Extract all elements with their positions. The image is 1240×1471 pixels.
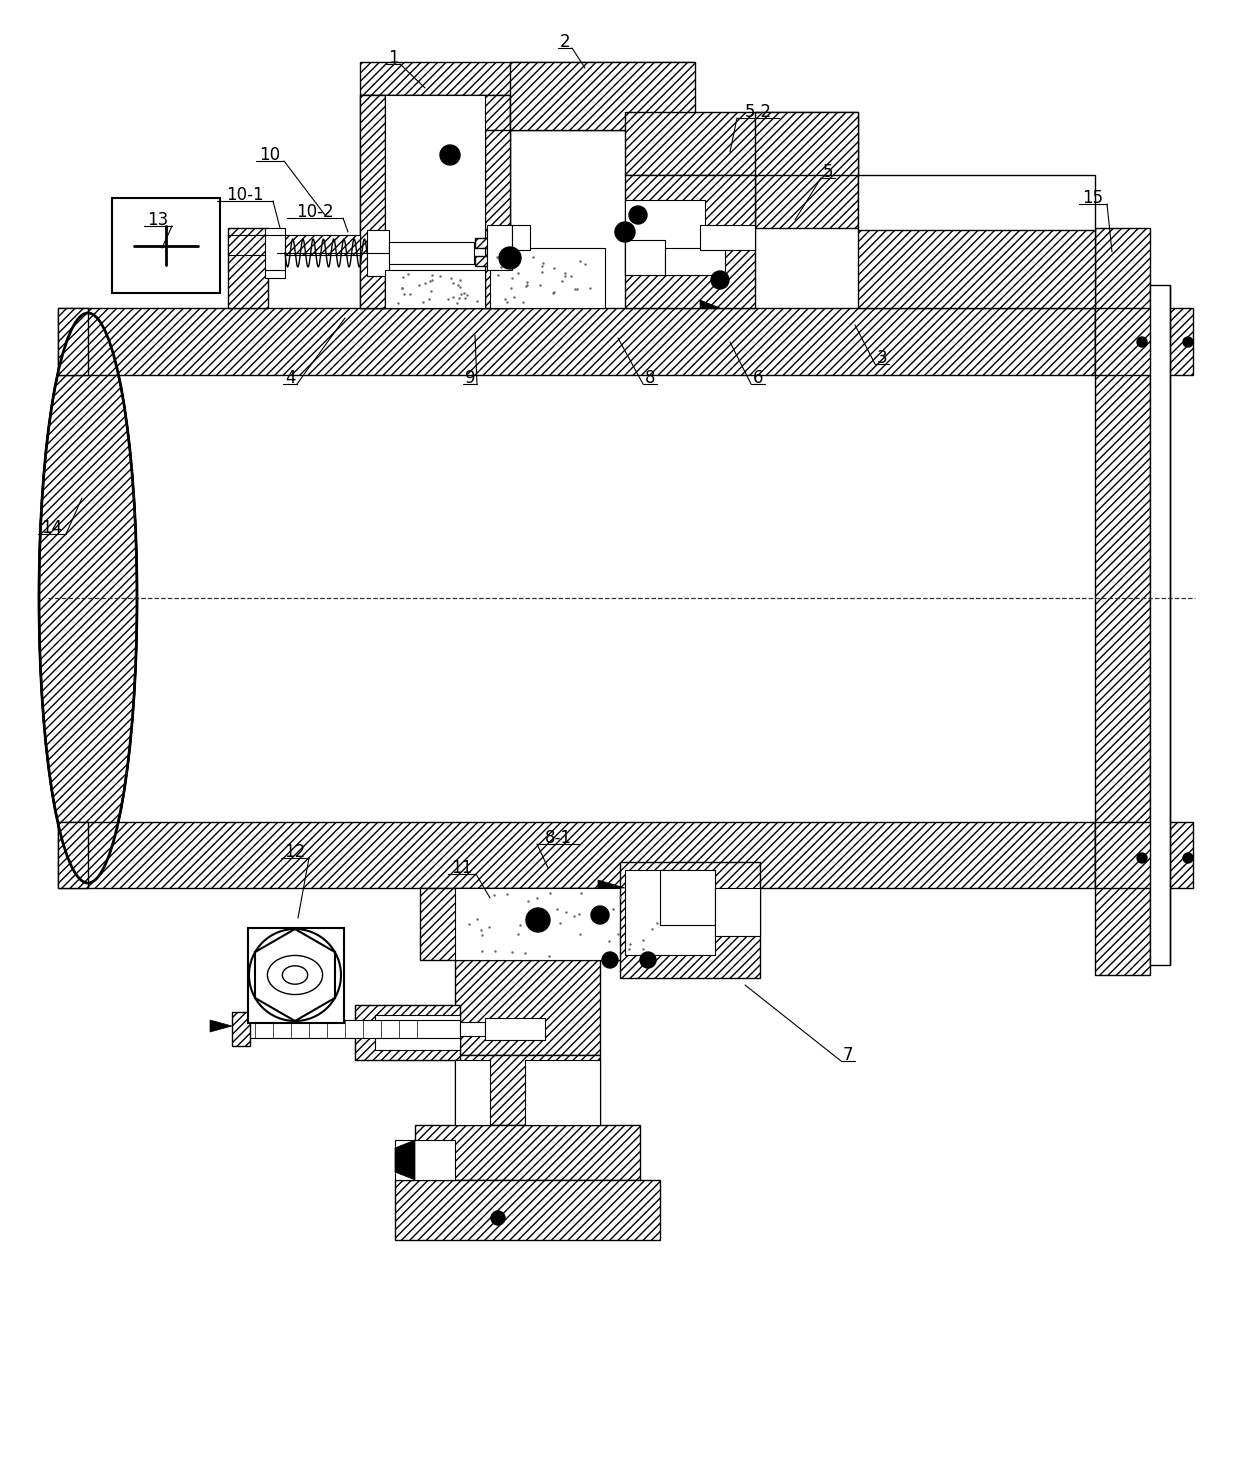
Text: 13: 13 bbox=[148, 210, 169, 229]
Bar bbox=[858, 175, 1095, 229]
Bar bbox=[355, 1005, 460, 1061]
Bar bbox=[420, 888, 635, 961]
Bar bbox=[384, 271, 485, 307]
Bar bbox=[485, 129, 510, 307]
Bar bbox=[660, 869, 715, 925]
Bar bbox=[374, 1015, 460, 1050]
Bar bbox=[228, 235, 360, 254]
Bar bbox=[455, 961, 600, 1055]
Bar bbox=[265, 228, 285, 278]
Bar bbox=[1095, 307, 1193, 375]
Bar bbox=[396, 1140, 455, 1180]
Bar bbox=[248, 1019, 460, 1039]
Bar bbox=[389, 243, 474, 263]
Bar bbox=[512, 225, 529, 250]
Circle shape bbox=[249, 930, 341, 1021]
Circle shape bbox=[591, 906, 609, 924]
Circle shape bbox=[1183, 337, 1193, 347]
Bar bbox=[701, 225, 755, 250]
Circle shape bbox=[1137, 337, 1147, 347]
Text: 11: 11 bbox=[451, 859, 472, 877]
Polygon shape bbox=[598, 880, 625, 888]
Bar bbox=[625, 869, 715, 955]
Polygon shape bbox=[701, 300, 720, 307]
Text: 8: 8 bbox=[645, 369, 655, 387]
Polygon shape bbox=[625, 112, 858, 228]
Circle shape bbox=[1183, 853, 1193, 863]
Bar bbox=[1095, 228, 1149, 975]
Bar bbox=[228, 228, 268, 307]
Bar bbox=[355, 1005, 460, 1061]
Bar bbox=[415, 1125, 640, 1180]
Circle shape bbox=[526, 908, 551, 933]
Text: 3: 3 bbox=[877, 349, 888, 366]
Bar bbox=[485, 1018, 546, 1040]
Bar bbox=[360, 96, 384, 307]
Polygon shape bbox=[475, 238, 490, 249]
Bar bbox=[858, 228, 1095, 307]
Text: 12: 12 bbox=[284, 843, 305, 861]
Text: 10-1: 10-1 bbox=[226, 185, 264, 204]
Circle shape bbox=[498, 247, 521, 269]
Bar bbox=[384, 96, 485, 307]
Circle shape bbox=[601, 952, 618, 968]
Bar bbox=[232, 1012, 250, 1046]
Ellipse shape bbox=[283, 966, 308, 984]
Circle shape bbox=[629, 206, 647, 224]
Circle shape bbox=[1137, 853, 1147, 863]
Bar bbox=[248, 928, 343, 1022]
Bar bbox=[665, 249, 725, 275]
Bar bbox=[525, 1061, 600, 1125]
Polygon shape bbox=[620, 862, 760, 978]
Text: 5-2: 5-2 bbox=[744, 103, 771, 121]
Bar bbox=[490, 249, 605, 307]
Bar bbox=[1095, 822, 1193, 888]
Text: 9: 9 bbox=[465, 369, 475, 387]
Bar bbox=[460, 1022, 485, 1036]
Bar bbox=[455, 1055, 600, 1125]
Bar bbox=[112, 199, 219, 293]
Circle shape bbox=[615, 222, 635, 243]
Text: 7: 7 bbox=[843, 1046, 853, 1064]
Bar bbox=[58, 307, 1095, 375]
Bar bbox=[367, 229, 389, 277]
Text: 4: 4 bbox=[285, 369, 295, 387]
Bar bbox=[715, 888, 760, 936]
Bar bbox=[58, 822, 88, 888]
Polygon shape bbox=[396, 1140, 415, 1180]
Text: 8-1: 8-1 bbox=[544, 830, 572, 847]
Text: 2: 2 bbox=[559, 32, 570, 51]
Text: 15: 15 bbox=[1083, 188, 1104, 207]
Bar bbox=[625, 240, 665, 275]
Bar bbox=[58, 307, 88, 375]
Bar bbox=[396, 1180, 660, 1240]
Ellipse shape bbox=[38, 313, 136, 883]
Text: 10: 10 bbox=[259, 146, 280, 163]
Polygon shape bbox=[625, 175, 755, 307]
Ellipse shape bbox=[268, 956, 322, 994]
Text: 6: 6 bbox=[753, 369, 764, 387]
Polygon shape bbox=[360, 62, 692, 129]
Circle shape bbox=[640, 952, 656, 968]
Polygon shape bbox=[755, 112, 858, 175]
Bar bbox=[455, 1061, 490, 1125]
Polygon shape bbox=[360, 96, 510, 307]
Ellipse shape bbox=[38, 313, 136, 883]
Bar bbox=[58, 822, 1095, 888]
Circle shape bbox=[440, 146, 460, 165]
Text: 14: 14 bbox=[41, 519, 62, 537]
Polygon shape bbox=[475, 256, 490, 266]
Text: 5: 5 bbox=[823, 163, 833, 181]
Text: 10-2: 10-2 bbox=[296, 203, 334, 221]
Circle shape bbox=[491, 1211, 505, 1225]
Bar bbox=[1149, 285, 1171, 965]
Circle shape bbox=[711, 271, 729, 288]
Polygon shape bbox=[210, 1019, 232, 1033]
Bar bbox=[487, 225, 512, 271]
Bar bbox=[625, 200, 706, 275]
Text: 1: 1 bbox=[388, 49, 398, 68]
Bar bbox=[455, 888, 670, 961]
Polygon shape bbox=[510, 62, 694, 129]
